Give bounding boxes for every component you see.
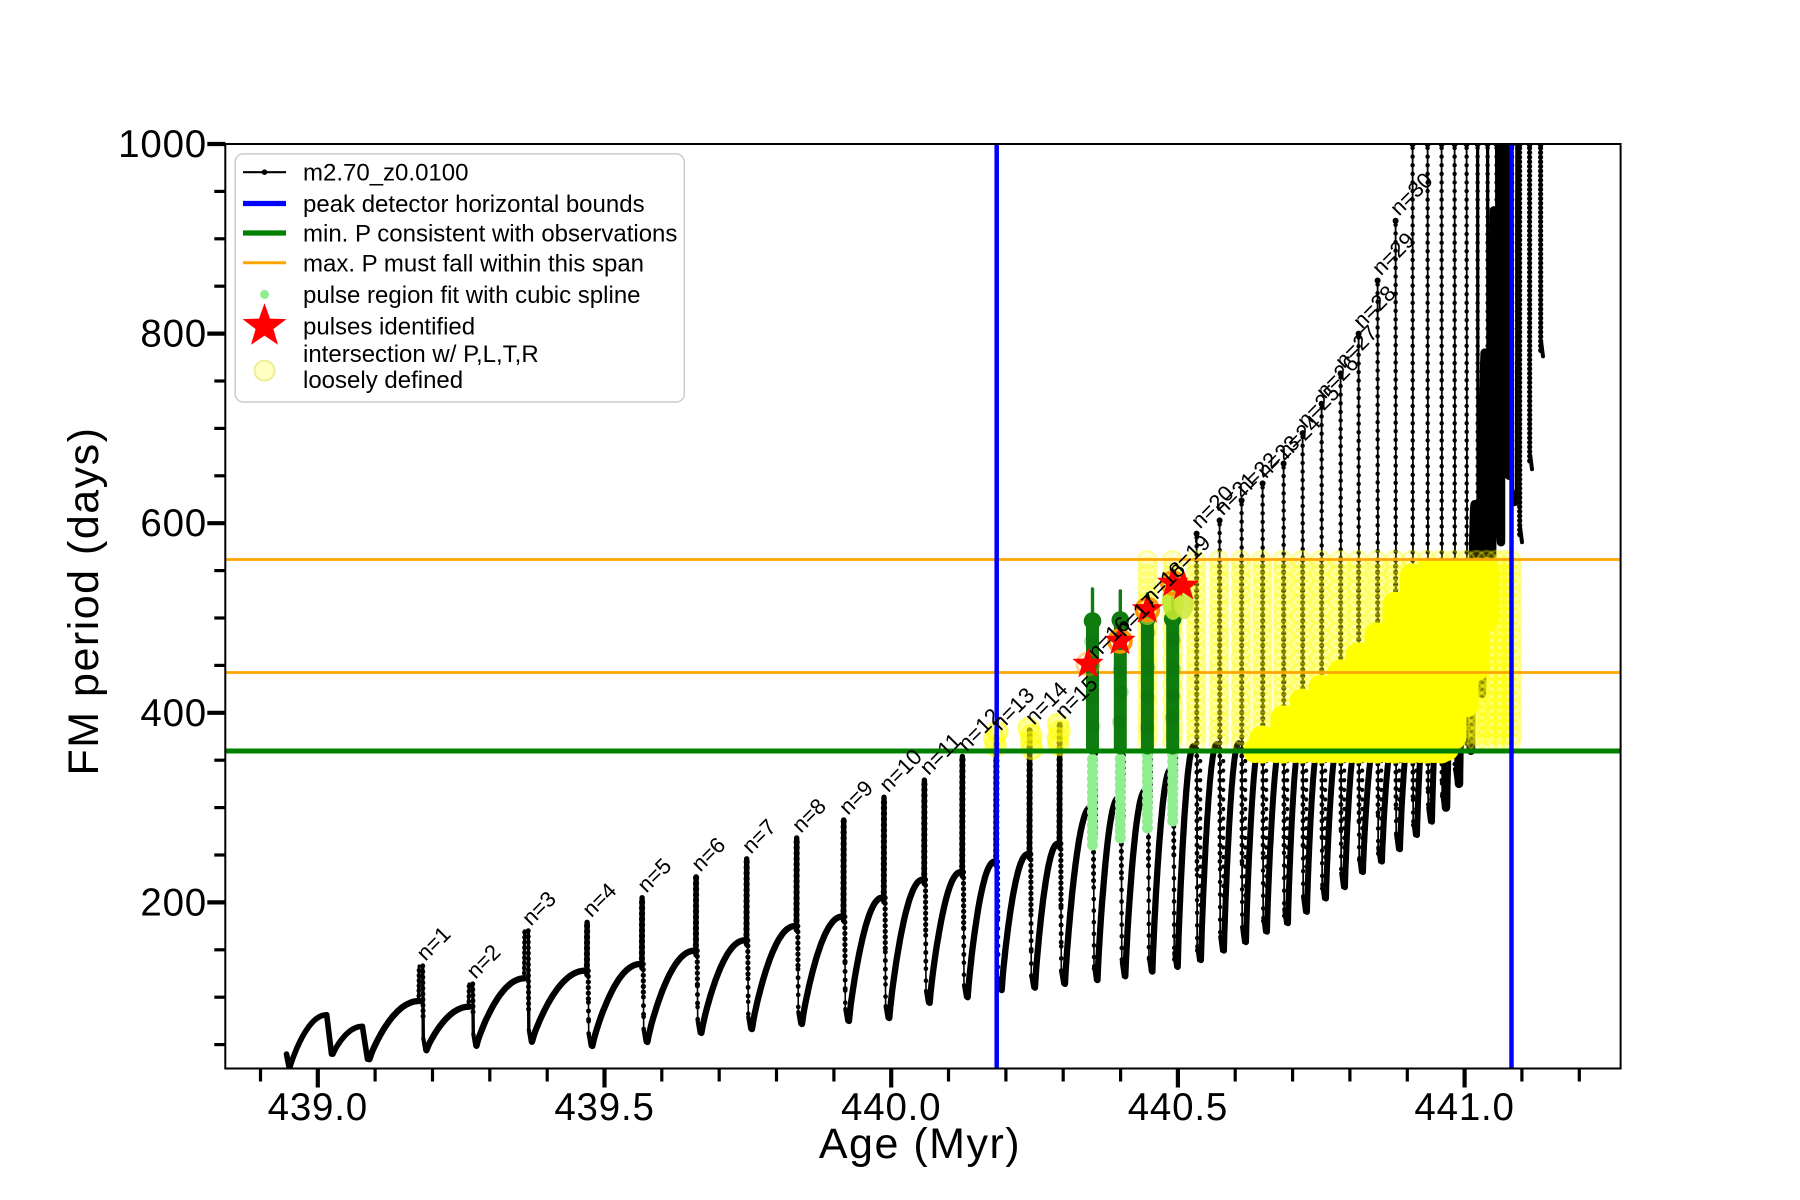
svg-text:439.5: 439.5 [554,1086,654,1129]
svg-text:439.0: 439.0 [268,1086,368,1129]
svg-text:440.0: 440.0 [841,1086,941,1129]
svg-text:200: 200 [140,881,207,924]
svg-text:intersection w/ P,L,T,R: intersection w/ P,L,T,R [303,341,539,368]
svg-text:peak detector horizontal bound: peak detector horizontal bounds [303,191,645,218]
svg-text:min. P consistent with observa: min. P consistent with observations [303,221,677,248]
svg-text:Age (Myr): Age (Myr) [819,1120,1021,1168]
svg-text:max. P must fall within this s: max. P must fall within this span [303,250,644,277]
svg-text:600: 600 [140,502,207,545]
svg-text:pulses identified: pulses identified [303,314,475,341]
svg-text:800: 800 [140,313,207,356]
svg-text:440.5: 440.5 [1128,1086,1228,1129]
svg-text:441.0: 441.0 [1414,1086,1514,1129]
svg-text:m2.70_z0.0100: m2.70_z0.0100 [303,160,468,187]
svg-text:400: 400 [140,692,207,735]
svg-text:1000: 1000 [118,123,207,166]
svg-text:loosely defined: loosely defined [303,367,463,394]
svg-text:FM period (days): FM period (days) [60,427,108,776]
svg-text:pulse region fit with cubic sp: pulse region fit with cubic spline [303,282,641,309]
